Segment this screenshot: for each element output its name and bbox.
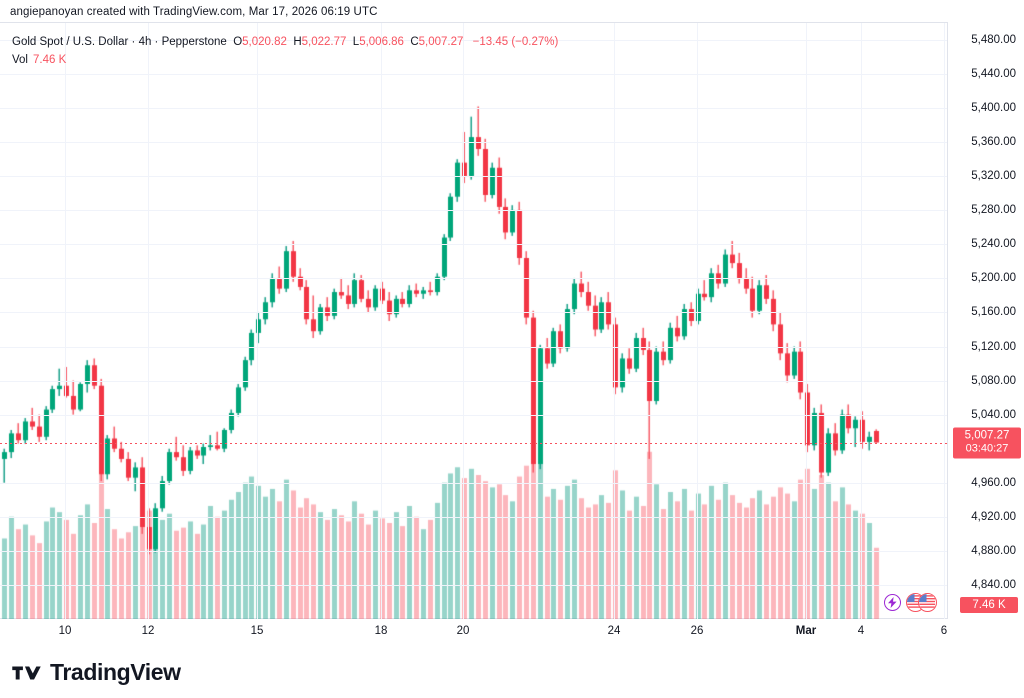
price-pane[interactable] xyxy=(0,23,947,619)
price-axis[interactable]: 5,007.27 03:40:27 7.46 K 5,480.00 5,440.0… xyxy=(947,22,1024,619)
gridline-horizontal xyxy=(0,550,947,552)
candlestick-series-canvas[interactable] xyxy=(0,23,947,619)
footer-bar: TradingView xyxy=(0,647,1024,698)
price-axis-tick: 5,400.00 xyxy=(971,102,1016,115)
gridline-vertical xyxy=(697,23,698,619)
time-axis-tick: 10 xyxy=(58,625,72,637)
price-axis-tick: 5,320.00 xyxy=(971,170,1016,183)
price-axis-tick: 5,360.00 xyxy=(971,136,1016,149)
gridline-horizontal xyxy=(0,74,947,76)
gridline-horizontal xyxy=(0,516,947,518)
gridline-horizontal xyxy=(0,584,947,586)
tradingview-mark-icon xyxy=(12,665,41,680)
gridline-horizontal xyxy=(0,176,947,178)
gridline-horizontal xyxy=(0,414,947,416)
price-axis-tick: 5,480.00 xyxy=(971,34,1016,47)
time-axis-tick: 15 xyxy=(250,625,264,637)
price-axis-tick: 5,120.00 xyxy=(971,340,1016,353)
current-price-line xyxy=(0,443,947,444)
current-price-badge[interactable]: 5,007.27 03:40:27 xyxy=(953,427,1021,459)
time-axis-tick: 26 xyxy=(690,625,704,637)
gridline-vertical xyxy=(381,23,382,619)
time-axis-tick: 20 xyxy=(456,625,470,637)
us-flag-glyph-b xyxy=(919,594,935,610)
gridline-vertical xyxy=(614,23,615,619)
lightning-bolt-icon[interactable] xyxy=(884,594,901,611)
chart-frame: Gold Spot / U.S. Dollar · 4h · Peppersto… xyxy=(0,22,1024,619)
volume-value-badge[interactable]: 7.46 K xyxy=(960,597,1018,613)
gridline-horizontal xyxy=(0,108,947,110)
gridline-horizontal xyxy=(0,482,947,484)
gridline-vertical xyxy=(861,23,862,619)
price-axis-tick: 5,240.00 xyxy=(971,238,1016,251)
price-axis-tick: 4,920.00 xyxy=(971,510,1016,523)
gridline-horizontal xyxy=(0,40,947,42)
price-axis-tick: 4,880.00 xyxy=(971,544,1016,557)
tradingview-wordmark: TradingView xyxy=(50,659,181,685)
bar-countdown: 03:40:27 xyxy=(965,442,1009,455)
price-axis-tick: 5,200.00 xyxy=(971,272,1016,285)
time-axis-tick: 24 xyxy=(607,625,621,637)
price-axis-tick: 5,040.00 xyxy=(971,408,1016,421)
time-axis-tick: 12 xyxy=(141,625,155,637)
time-axis-tick: Mar xyxy=(795,625,817,637)
gridline-vertical xyxy=(65,23,66,619)
gridline-vertical xyxy=(806,23,807,619)
time-axis[interactable]: 10 12 15 18 20 24 26 Mar 4 6 xyxy=(0,619,1024,647)
credit-watermark: angiepanoyan created with TradingView.co… xyxy=(10,6,378,18)
price-axis-tick: 5,080.00 xyxy=(971,374,1016,387)
price-axis-tick: 5,160.00 xyxy=(971,306,1016,319)
gridline-horizontal xyxy=(0,142,947,144)
gridline-vertical xyxy=(257,23,258,619)
gridline-vertical xyxy=(463,23,464,619)
price-axis-tick: 5,280.00 xyxy=(971,204,1016,217)
lightning-bolt-glyph xyxy=(888,597,897,608)
gridline-horizontal xyxy=(0,244,947,246)
time-axis-tick: 6 xyxy=(940,625,948,637)
gridline-horizontal xyxy=(0,346,947,348)
gridline-vertical xyxy=(944,23,945,619)
current-price-value: 5,007.27 xyxy=(964,429,1010,442)
us-flag-icon[interactable] xyxy=(918,593,937,612)
gridline-horizontal xyxy=(0,210,947,212)
time-axis-tick: 4 xyxy=(857,625,865,637)
time-axis-tick: 18 xyxy=(374,625,388,637)
gridline-horizontal xyxy=(0,312,947,314)
gridline-horizontal xyxy=(0,278,947,280)
price-axis-tick: 4,960.00 xyxy=(971,476,1016,489)
price-axis-tick: 5,440.00 xyxy=(971,68,1016,81)
gridline-horizontal xyxy=(0,380,947,382)
tradingview-logo[interactable]: TradingView xyxy=(12,659,181,686)
gridline-vertical xyxy=(148,23,149,619)
price-axis-tick: 4,840.00 xyxy=(971,578,1016,591)
